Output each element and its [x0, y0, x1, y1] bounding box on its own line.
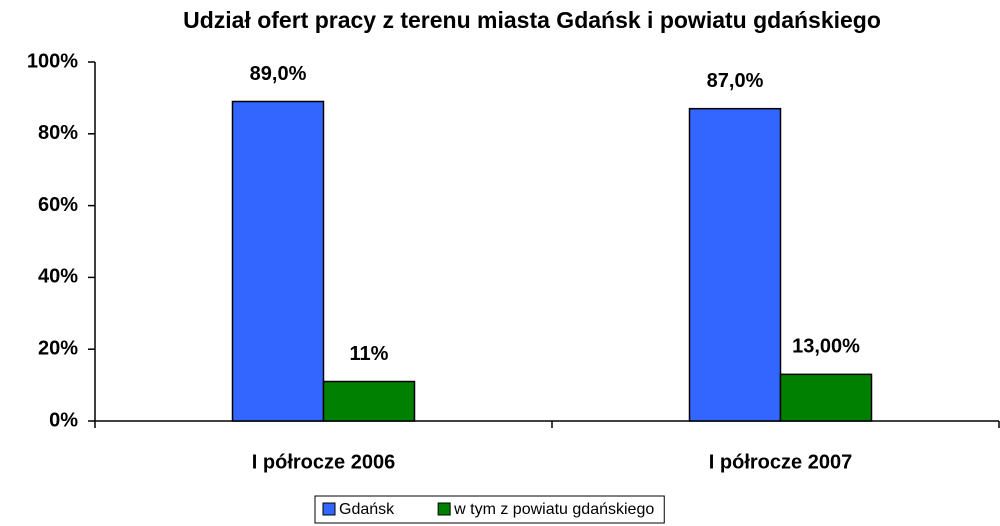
legend-swatch: [322, 502, 336, 516]
bar: [231, 100, 325, 422]
y-tick-label: 80%: [38, 122, 78, 144]
legend-label: w tym z powiatu gdańskiego: [453, 501, 654, 518]
y-tick-label: 60%: [38, 194, 78, 216]
legend-swatch: [437, 502, 451, 516]
value-label: 89,0%: [250, 63, 307, 85]
y-tick-label: 20%: [38, 337, 78, 359]
y-tick-label: 0%: [49, 409, 78, 431]
legend: Gdańsk w tym z powiatu gdańskiego: [314, 495, 665, 524]
y-tick-label: 40%: [38, 266, 78, 288]
legend-box: [314, 495, 665, 524]
x-tick-label: I półrocze 2007: [709, 451, 852, 473]
bar: [322, 380, 416, 422]
y-tick-label: 100%: [27, 50, 78, 72]
chart-title: Udział ofert pracy z terenu miasta Gdańs…: [183, 7, 881, 33]
x-tick-label: I półrocze 2006: [252, 451, 395, 473]
legend-label: Gdańsk: [339, 501, 395, 518]
bar: [688, 107, 782, 422]
value-label: 87,0%: [707, 70, 764, 92]
bar: [779, 373, 873, 422]
value-label: 11%: [350, 343, 389, 365]
value-label: 13,00%: [792, 336, 860, 358]
